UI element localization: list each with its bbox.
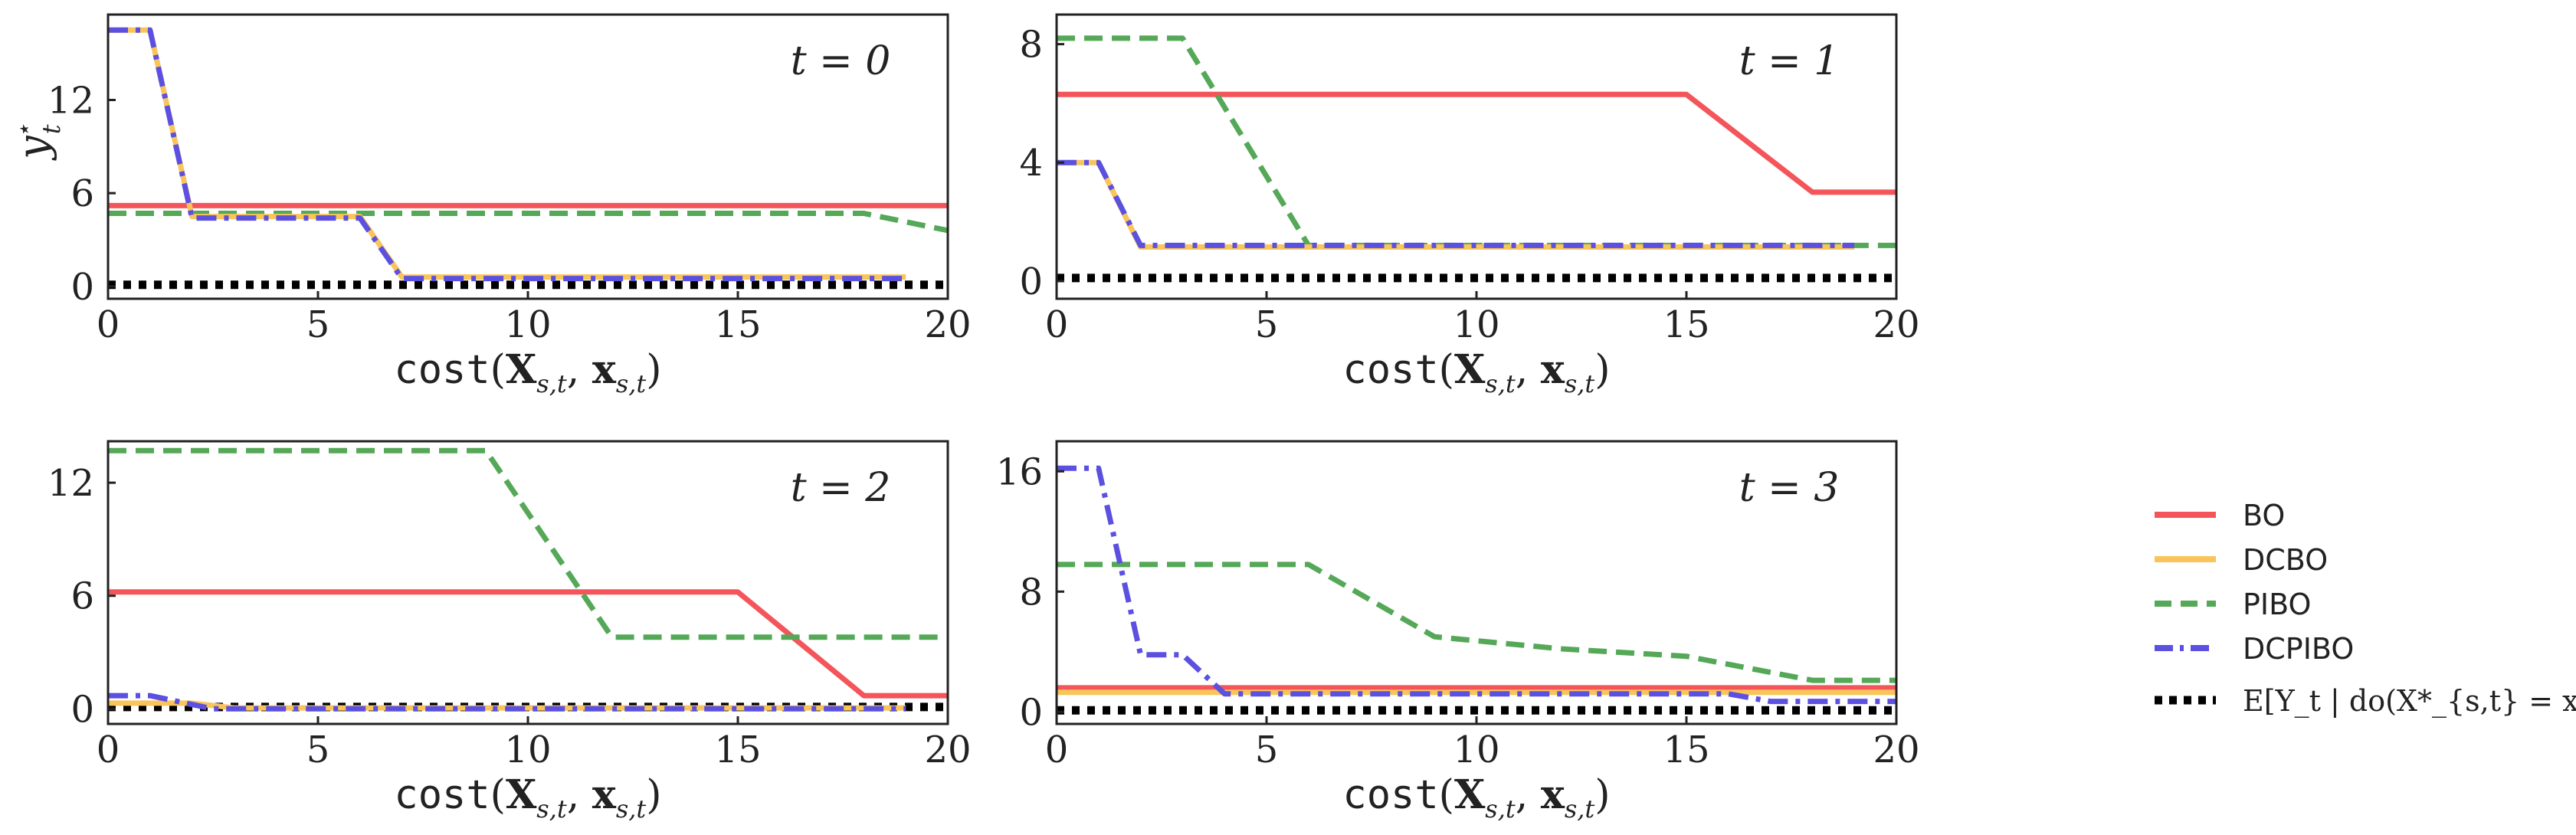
series-dcpibo [108,693,906,712]
x-tick-label: 20 [924,729,971,771]
legend: BO DCBO PIBO DCPIBO E[Y_t | do(X*_{s,t} … [2155,499,2576,719]
x-tick-label: 10 [1453,729,1499,771]
panel-title: t = 0 [791,38,891,84]
y-tick-label: 8 [1019,24,1043,67]
series-dcpibo [1057,159,1855,248]
panel-0: 0 5 10 15 20 0 6 12 t = 0 cost(Xs,t, xs,t) y⋆t [9,13,972,398]
x-axis-label: cost(Xs,t, xs,t) [394,771,661,824]
y-tick-label: 0 [70,688,94,731]
x-tick-label: 20 [1873,303,1919,346]
x-tick-label: 0 [1045,729,1069,771]
x-tick-label: 15 [714,303,761,346]
panel-3: 0 5 10 15 20 0 8 16 t = 3 cost(Xs,t, xs,t) [996,440,1920,824]
series-group [108,27,948,290]
y-tick-label: 16 [996,450,1043,493]
legend-label-expectation: E[Y_t | do(X*_{s,t} = x*_{s,t})] [2243,684,2576,719]
x-tick-label: 0 [97,729,120,771]
y-tick-label: 0 [1019,691,1043,734]
y-tick-label: 6 [70,575,94,618]
x-tick-label: 10 [1453,303,1499,346]
series-bo [108,589,948,699]
panel-title: t = 1 [1739,38,1840,84]
x-tick-label: 15 [1663,729,1709,771]
series-dcbo [108,700,906,711]
x-tick-label: 5 [1255,303,1279,346]
series-dcbo [1057,159,1855,250]
panel-title: t = 2 [791,465,891,511]
y-tick-label: 0 [70,266,94,309]
series-group [1057,465,1896,715]
y-tick-label: 8 [1019,571,1043,614]
series-pibo [1057,562,1896,683]
x-axis-label: cost(Xs,t, xs,t) [394,346,661,398]
x-tick-label: 20 [1873,729,1919,771]
x-tick-label: 15 [714,729,761,771]
panel-1: 0 5 10 15 20 0 4 8 t = 1 cost(Xs,t, xs,t) [1019,13,1920,398]
y-tick-label: 6 [70,172,94,215]
y-tick-label: 12 [48,462,94,505]
panel-2: 0 5 10 15 20 0 6 12 t = 2 cost(Xs,t, xs,t) [48,440,972,824]
x-tick-label: 5 [306,729,330,771]
x-tick-label: 5 [306,303,330,346]
y-axis-label: y⋆t [9,123,66,161]
series-group [108,447,948,712]
x-axis-label: cost(Xs,t, xs,t) [1342,346,1610,398]
x-tick-label: 15 [1663,303,1709,346]
legend-label-pibo: PIBO [2243,588,2311,621]
panels: 0 5 10 15 20 0 6 12 t = 0 cost(Xs,t, xs,t) y⋆t 0 5 10… [9,13,1920,824]
series-pibo [108,211,948,234]
series-dcbo [108,27,906,280]
series-dcpibo [108,27,906,282]
y-tick-label: 0 [1019,260,1043,303]
series-bo [1057,91,1896,195]
panel-title: t = 3 [1739,465,1840,511]
x-tick-label: 20 [924,303,971,346]
series-group [1057,35,1896,283]
x-tick-label: 5 [1255,729,1279,771]
legend-label-bo: BO [2243,499,2285,532]
y-tick-label: 4 [1019,142,1043,185]
x-axis-label: cost(Xs,t, xs,t) [1342,771,1610,824]
legend-label-dcpibo: DCPIBO [2243,632,2354,666]
x-tick-label: 0 [97,303,120,346]
y-tick-label: 12 [48,80,94,123]
x-tick-label: 10 [504,729,551,771]
x-tick-label: 0 [1045,303,1069,346]
x-tick-label: 10 [504,303,551,346]
legend-label-dcbo: DCBO [2243,543,2328,577]
